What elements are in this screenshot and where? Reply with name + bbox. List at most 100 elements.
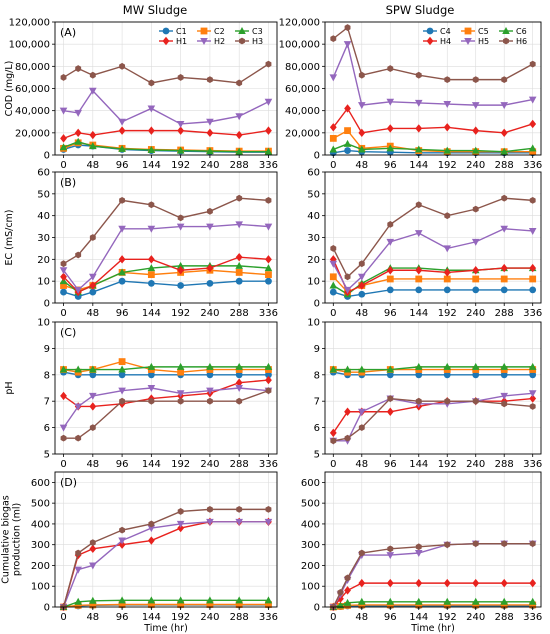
data-point-H3: [75, 434, 82, 442]
data-point-H1: [265, 126, 272, 135]
data-point-H3: [148, 520, 155, 528]
series-line-C5: [333, 604, 533, 608]
data-point-H6: [472, 205, 479, 213]
data-point-C3: [235, 362, 243, 370]
data-point-H3: [177, 397, 184, 405]
data-point-C3: [118, 268, 126, 276]
y-tick-label: 0: [314, 603, 320, 614]
data-point-C1: [147, 279, 155, 287]
data-point-H1: [89, 544, 97, 554]
data-point-C6: [386, 597, 395, 605]
data-point-H6: [387, 395, 394, 402]
data-point-H2: [206, 387, 214, 395]
data-point-C1: [235, 277, 243, 285]
data-point-H4: [500, 128, 508, 138]
data-point-H4: [344, 104, 351, 113]
data-point-H4: [529, 263, 537, 273]
y-tick-label: 200: [301, 561, 320, 572]
legend-marker: [200, 38, 208, 45]
y-tick-label: 5: [44, 450, 50, 461]
y-tick-label: 200: [31, 561, 50, 572]
data-point-C5: [415, 275, 423, 283]
data-point-C3: [89, 365, 97, 373]
data-point-H3: [75, 65, 82, 72]
data-point-H2: [74, 403, 82, 411]
data-point-H3: [265, 505, 272, 513]
data-point-H6: [387, 221, 394, 228]
data-point-C2: [118, 601, 126, 608]
series-line-H4: [332, 107, 533, 134]
panel-label: (B): [60, 176, 76, 189]
y-tick-label: 7: [44, 397, 50, 408]
data-point-H4: [529, 119, 537, 129]
data-point-H1: [147, 255, 155, 264]
data-point-C2: [265, 271, 272, 279]
data-point-H2: [206, 118, 214, 126]
data-point-H3: [119, 526, 126, 534]
y-tick-label: 60: [37, 168, 50, 179]
x-tick-label: 48: [355, 459, 368, 470]
data-point-C3: [118, 365, 126, 373]
data-point-C2: [177, 601, 185, 608]
data-point-H2: [118, 225, 126, 233]
y-tick-label: 20: [37, 255, 50, 266]
legend-marker: [200, 27, 208, 35]
data-point-C6: [414, 145, 423, 153]
data-point-C3: [235, 261, 243, 269]
x-tick-label: 240: [200, 459, 219, 470]
data-point-C1: [89, 288, 97, 296]
legend-label: C6: [516, 27, 527, 36]
x-tick-label: 48: [86, 459, 99, 470]
y-tick-label: 10: [37, 277, 50, 288]
x-tick-label: 336: [523, 160, 542, 171]
data-point-H2: [176, 223, 185, 231]
axes-frame: [54, 321, 278, 455]
data-point-H3: [75, 549, 82, 557]
data-point-C5: [500, 275, 508, 283]
data-point-H5: [500, 102, 509, 110]
data-point-H6: [344, 24, 351, 31]
x-tick-label: 336: [259, 160, 278, 171]
data-point-H1: [177, 126, 185, 135]
data-point-C2: [89, 601, 97, 609]
data-point-H5: [471, 238, 480, 246]
data-point-C3: [147, 146, 156, 154]
data-point-H4: [529, 394, 537, 403]
data-point-H6: [529, 60, 536, 68]
series-line-H6: [332, 26, 534, 81]
y-axis-label: EC (mS/cm): [4, 209, 15, 265]
legend-marker: [238, 27, 246, 34]
y-axis-label-line: production (ml): [12, 503, 23, 576]
axes-frame: [324, 471, 542, 608]
data-point-H6: [501, 194, 508, 202]
data-point-H3: [60, 434, 67, 442]
data-point-H5: [357, 408, 366, 416]
data-point-C4: [386, 286, 394, 294]
data-point-C2: [235, 269, 243, 276]
data-point-C6: [343, 598, 352, 606]
y-axis-label-line: Cumulative biogas: [1, 495, 12, 584]
data-point-H1: [89, 130, 97, 140]
legend-marker: [426, 36, 434, 46]
x-tick-label: 192: [171, 612, 190, 623]
data-point-H5: [343, 41, 352, 49]
data-point-H2: [235, 385, 243, 392]
data-point-C3: [235, 596, 243, 604]
x-tick-label: 240: [466, 612, 485, 623]
x-tick-label: 192: [438, 459, 457, 470]
x-tick-label: 192: [438, 308, 457, 319]
data-point-H6: [358, 260, 365, 268]
data-point-H2: [74, 286, 82, 294]
data-point-H1: [235, 378, 243, 387]
data-point-C4: [472, 286, 480, 294]
data-point-C6: [500, 597, 509, 605]
legend-label: H1: [176, 37, 187, 46]
y-axis-label: COD (mg/L): [4, 61, 15, 117]
x-axis-label: Time (hr): [410, 623, 455, 634]
data-point-C6: [471, 362, 480, 370]
data-point-C3: [147, 264, 156, 272]
chart-panel-3: 0 10 20 30 40 50 60 0 48 96 144 192 240 288 336 (B) EC (…: [4, 168, 278, 320]
x-tick-label: 96: [384, 612, 397, 623]
data-point-C1: [89, 371, 97, 379]
x-tick-label: 336: [259, 459, 278, 470]
